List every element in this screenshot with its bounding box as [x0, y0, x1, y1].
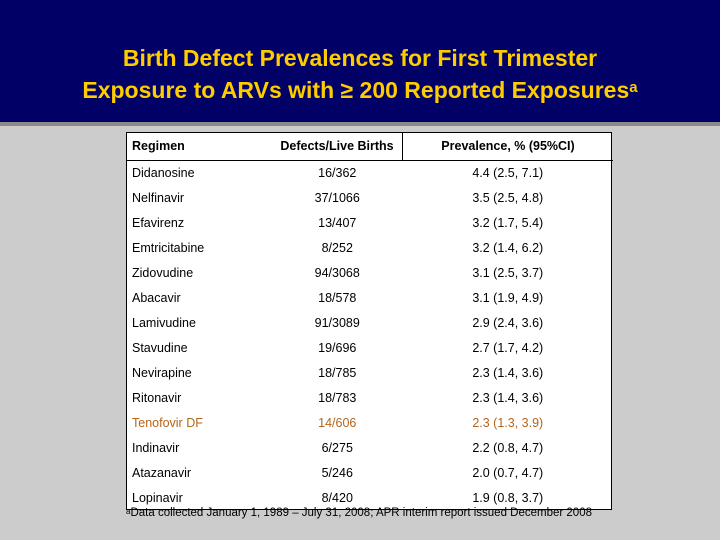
footnote-text: Data collected January 1, 1989 – July 31… [130, 507, 592, 519]
title-line-2: Exposure to ARVs with ≥ 200 Reported Exp… [0, 74, 720, 106]
divider [0, 122, 720, 126]
table-row: Zidovudine 94/3068 3.1 (2.5, 3.7) [126, 261, 613, 286]
cell-defects: 8/420 [321, 491, 353, 505]
footnote: aData collected January 1, 1989 – July 3… [126, 507, 646, 519]
cell-regimen: Atazanavir [132, 466, 192, 480]
cell-defects: 13/407 [318, 216, 357, 230]
cell-defects: 18/578 [318, 291, 357, 305]
table-row: Ritonavir 18/783 2.3 (1.4, 3.6) [126, 386, 613, 411]
cell-defects: 5/246 [321, 466, 353, 480]
table-row: Indinavir 6/275 2.2 (0.8, 4.7) [126, 436, 613, 461]
table-row: Abacavir 18/578 3.1 (1.9, 4.9) [126, 286, 613, 311]
cell-prevalence: 2.7 (1.7, 4.2) [472, 341, 544, 355]
cell-regimen: Stavudine [132, 341, 188, 355]
cell-regimen: Didanosine [132, 166, 195, 180]
cell-defects: 94/3068 [314, 266, 360, 280]
title-line-2-text: Exposure to ARVs with ≥ 200 Reported Exp… [82, 77, 630, 103]
cell-prevalence: 2.0 (0.7, 4.7) [472, 466, 544, 480]
table-row: Stavudine 19/696 2.7 (1.7, 4.2) [126, 336, 613, 361]
cell-prevalence: 3.2 (1.4, 6.2) [472, 241, 544, 255]
cell-prevalence: 2.3 (1.4, 3.6) [472, 391, 544, 405]
header-regimen: Regimen [132, 139, 185, 153]
cell-regimen: Indinavir [132, 441, 180, 455]
header-prevalence: Prevalence, % (95%CI) [402, 132, 613, 161]
cell-regimen: Tenofovir DF [132, 416, 203, 430]
cell-prevalence: 2.2 (0.8, 4.7) [472, 441, 544, 455]
cell-regimen: Zidovudine [132, 266, 194, 280]
cell-prevalence: 3.1 (2.5, 3.7) [472, 266, 544, 280]
cell-prevalence: 3.5 (2.5, 4.8) [472, 191, 544, 205]
cell-defects: 18/785 [318, 366, 357, 380]
cell-regimen: Nevirapine [132, 366, 192, 380]
cell-regimen: Emtricitabine [132, 241, 205, 255]
cell-regimen: Ritonavir [132, 391, 182, 405]
cell-regimen: Nelfinavir [132, 191, 185, 205]
table-row: Nelfinavir 37/1066 3.5 (2.5, 4.8) [126, 186, 613, 211]
cell-regimen: Efavirenz [132, 216, 185, 230]
title-band [0, 0, 720, 122]
table-row: Atazanavir 5/246 2.0 (0.7, 4.7) [126, 461, 613, 486]
cell-prevalence: 1.9 (0.8, 3.7) [472, 491, 544, 505]
slide-title: Birth Defect Prevalences for First Trime… [0, 42, 720, 106]
cell-prevalence: 2.9 (2.4, 3.6) [472, 316, 544, 330]
table-row: Didanosine 16/362 4.4 (2.5, 7.1) [126, 161, 613, 187]
cell-defects: 8/252 [321, 241, 353, 255]
table-body: Didanosine 16/362 4.4 (2.5, 7.1) Nelfinavir… [126, 161, 613, 512]
cell-prevalence: 2.3 (1.4, 3.6) [472, 366, 544, 380]
cell-defects: 16/362 [318, 166, 357, 180]
footnote-marker: a [126, 507, 131, 516]
cell-regimen: Abacavir [132, 291, 181, 305]
cell-defects: 19/696 [318, 341, 357, 355]
title-line-1: Birth Defect Prevalences for First Trime… [122, 45, 598, 71]
cell-defects: 18/783 [318, 391, 357, 405]
header-defects: Defects/Live Births [280, 139, 394, 153]
cell-defects: 6/275 [321, 441, 353, 455]
table-row: Lopinavir 8/420 1.9 (0.8, 3.7) [126, 486, 613, 511]
prevalence-table: Regimen Defects/Live Births Prevalence, … [126, 132, 613, 511]
table-row: Efavirenz 13/407 3.2 (1.7, 5.4) [126, 211, 613, 236]
cell-prevalence: 3.2 (1.7, 5.4) [472, 216, 544, 230]
cell-regimen: Lopinavir [132, 491, 183, 505]
table-row: Tenofovir DF 14/606 2.3 (1.3, 3.9) [126, 411, 613, 436]
table-frame [126, 132, 612, 510]
cell-prevalence: 3.1 (1.9, 4.9) [472, 291, 544, 305]
cell-defects: 37/1066 [314, 191, 360, 205]
cell-regimen: Lamivudine [132, 316, 196, 330]
cell-prevalence: 4.4 (2.5, 7.1) [472, 166, 544, 180]
cell-defects: 91/3089 [314, 316, 360, 330]
cell-defects: 14/606 [318, 416, 357, 430]
table-header-row: Regimen Defects/Live Births Prevalence, … [126, 132, 613, 161]
table-row: Lamivudine 91/3089 2.9 (2.4, 3.6) [126, 311, 613, 336]
table-row: Emtricitabine 8/252 3.2 (1.4, 6.2) [126, 236, 613, 261]
cell-prevalence: 2.3 (1.3, 3.9) [472, 416, 544, 430]
table-row: Nevirapine 18/785 2.3 (1.4, 3.6) [126, 361, 613, 386]
title-superscript: a [629, 79, 638, 96]
